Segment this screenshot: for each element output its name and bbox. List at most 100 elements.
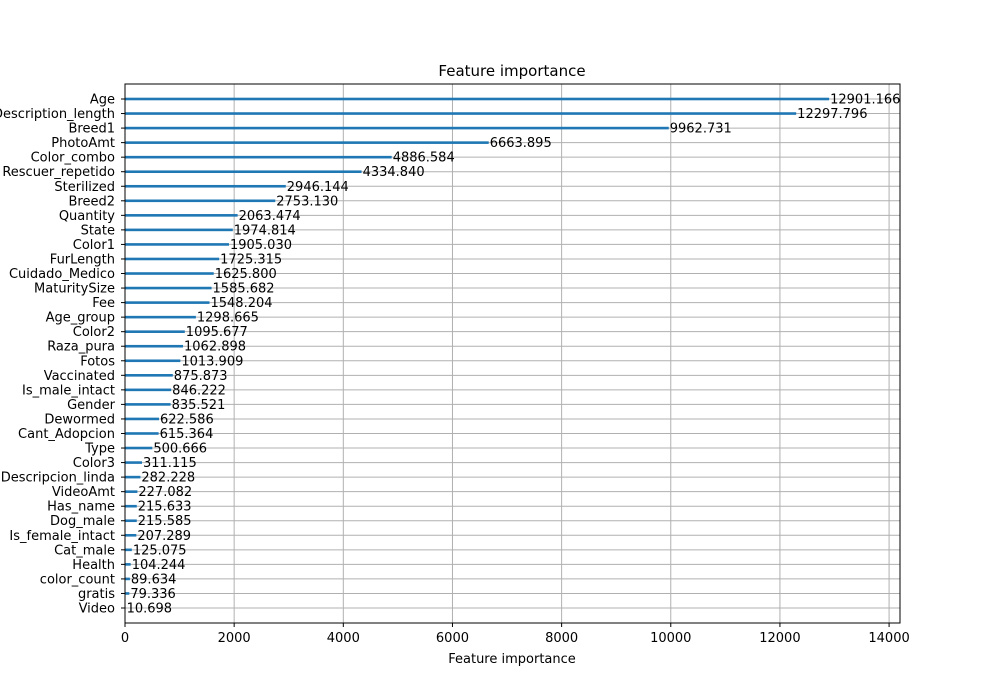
- category-label: Color3: [73, 456, 115, 471]
- category-label: VideoAmt: [52, 485, 115, 500]
- category-label: Cat_male: [54, 543, 115, 558]
- value-label: 1625.800: [215, 267, 277, 282]
- bar: [125, 301, 210, 304]
- value-label: 4334.840: [363, 165, 425, 180]
- bar: [125, 359, 181, 363]
- category-label: Type: [84, 442, 115, 457]
- bar: [125, 170, 362, 174]
- value-label: 835.521: [172, 398, 226, 413]
- category-label: gratis: [78, 587, 115, 602]
- category-label: Gender: [67, 398, 116, 413]
- bar: [125, 199, 276, 203]
- value-label: 2946.144: [287, 180, 349, 195]
- value-label: 104.244: [132, 558, 186, 573]
- value-label: 89.634: [131, 572, 177, 587]
- plot-frame: [124, 83, 901, 624]
- value-label: 79.336: [130, 587, 176, 602]
- value-label: 1585.682: [213, 282, 275, 297]
- value-label: 215.633: [138, 500, 192, 515]
- bar: [125, 504, 137, 508]
- bar: [125, 490, 138, 493]
- category-label: Descripcion_linda: [1, 471, 115, 486]
- category-label: Color_combo: [31, 151, 115, 166]
- chart-title: Feature importance: [438, 62, 585, 80]
- category-label: Health: [72, 558, 115, 573]
- value-label: 207.289: [137, 529, 191, 544]
- category-label: Fee: [92, 296, 115, 311]
- category-label: Cuidado_Medico: [9, 267, 115, 282]
- value-label: 1905.030: [230, 238, 292, 253]
- value-label: 4886.584: [393, 151, 455, 166]
- bar: [125, 286, 212, 290]
- category-label: Age: [90, 93, 115, 108]
- category-label: Rescuer_repetido: [2, 165, 115, 180]
- category-label: Color2: [73, 325, 115, 340]
- x-tick-label: 8000: [545, 631, 578, 646]
- category-label: Sterilized: [54, 180, 115, 195]
- value-label: 622.586: [160, 412, 214, 427]
- category-label: MaturitySize: [34, 282, 115, 297]
- category-labels: AgeDescription_lengthBreed1PhotoAmtColor…: [0, 93, 125, 617]
- x-tick-label: 10000: [650, 631, 691, 646]
- bar: [125, 446, 153, 450]
- value-label: 1298.665: [197, 311, 259, 326]
- value-label: 311.115: [143, 456, 197, 471]
- bar: [125, 126, 669, 130]
- bar: [125, 184, 286, 188]
- category-label: State: [81, 223, 115, 238]
- x-tick-label: 12000: [759, 631, 800, 646]
- category-label: Vaccinated: [44, 369, 115, 384]
- value-label: 1013.909: [181, 354, 243, 369]
- bar: [125, 519, 137, 523]
- value-label: 1548.204: [210, 296, 272, 311]
- bar: [125, 243, 229, 246]
- x-tick-label: 2000: [218, 631, 251, 646]
- value-label: 846.222: [172, 383, 226, 398]
- value-label: 10.698: [127, 602, 172, 617]
- bar: [125, 417, 159, 421]
- category-label: Is_female_intact: [9, 529, 115, 544]
- bar: [125, 228, 233, 232]
- category-label: FurLength: [50, 252, 115, 267]
- bar: [125, 344, 184, 348]
- bar: [125, 330, 185, 333]
- bar: [125, 475, 141, 479]
- x-axis-title: Feature importance: [448, 652, 576, 667]
- bar: [125, 563, 131, 566]
- value-label: 1095.677: [186, 325, 248, 340]
- category-label: PhotoAmt: [51, 136, 115, 151]
- bar: [125, 548, 132, 552]
- category-label: Raza_pura: [47, 340, 115, 355]
- x-tick-label: 6000: [436, 631, 469, 646]
- bar: [125, 374, 173, 377]
- category-label: Is_male_intact: [22, 383, 115, 398]
- category-label: Age_group: [46, 311, 115, 326]
- category-label: Fotos: [80, 354, 115, 369]
- bar: [125, 257, 220, 261]
- bar: [125, 432, 159, 435]
- value-label: 1974.814: [234, 223, 296, 238]
- category-label: color_count: [40, 572, 115, 587]
- bar: [125, 403, 171, 406]
- value-label: 12901.166: [830, 93, 900, 108]
- bar: [125, 155, 392, 159]
- value-label: 2063.474: [239, 209, 301, 224]
- value-label: 12297.796: [797, 107, 867, 122]
- bar: [125, 533, 137, 537]
- x-tick-label: 0: [121, 631, 129, 646]
- bar: [125, 315, 196, 319]
- value-label: 282.228: [141, 471, 195, 486]
- value-label: 9962.731: [670, 122, 732, 137]
- x-tick-label: 14000: [868, 631, 909, 646]
- bar: [125, 388, 172, 392]
- x-tick-label: 4000: [327, 631, 360, 646]
- bar: [125, 272, 214, 275]
- category-label: Breed1: [69, 122, 116, 137]
- category-label: Breed2: [69, 194, 116, 209]
- bar: [125, 112, 797, 115]
- value-label: 1062.898: [184, 340, 246, 355]
- bar: [125, 214, 238, 217]
- category-label: Dewormed: [44, 412, 115, 427]
